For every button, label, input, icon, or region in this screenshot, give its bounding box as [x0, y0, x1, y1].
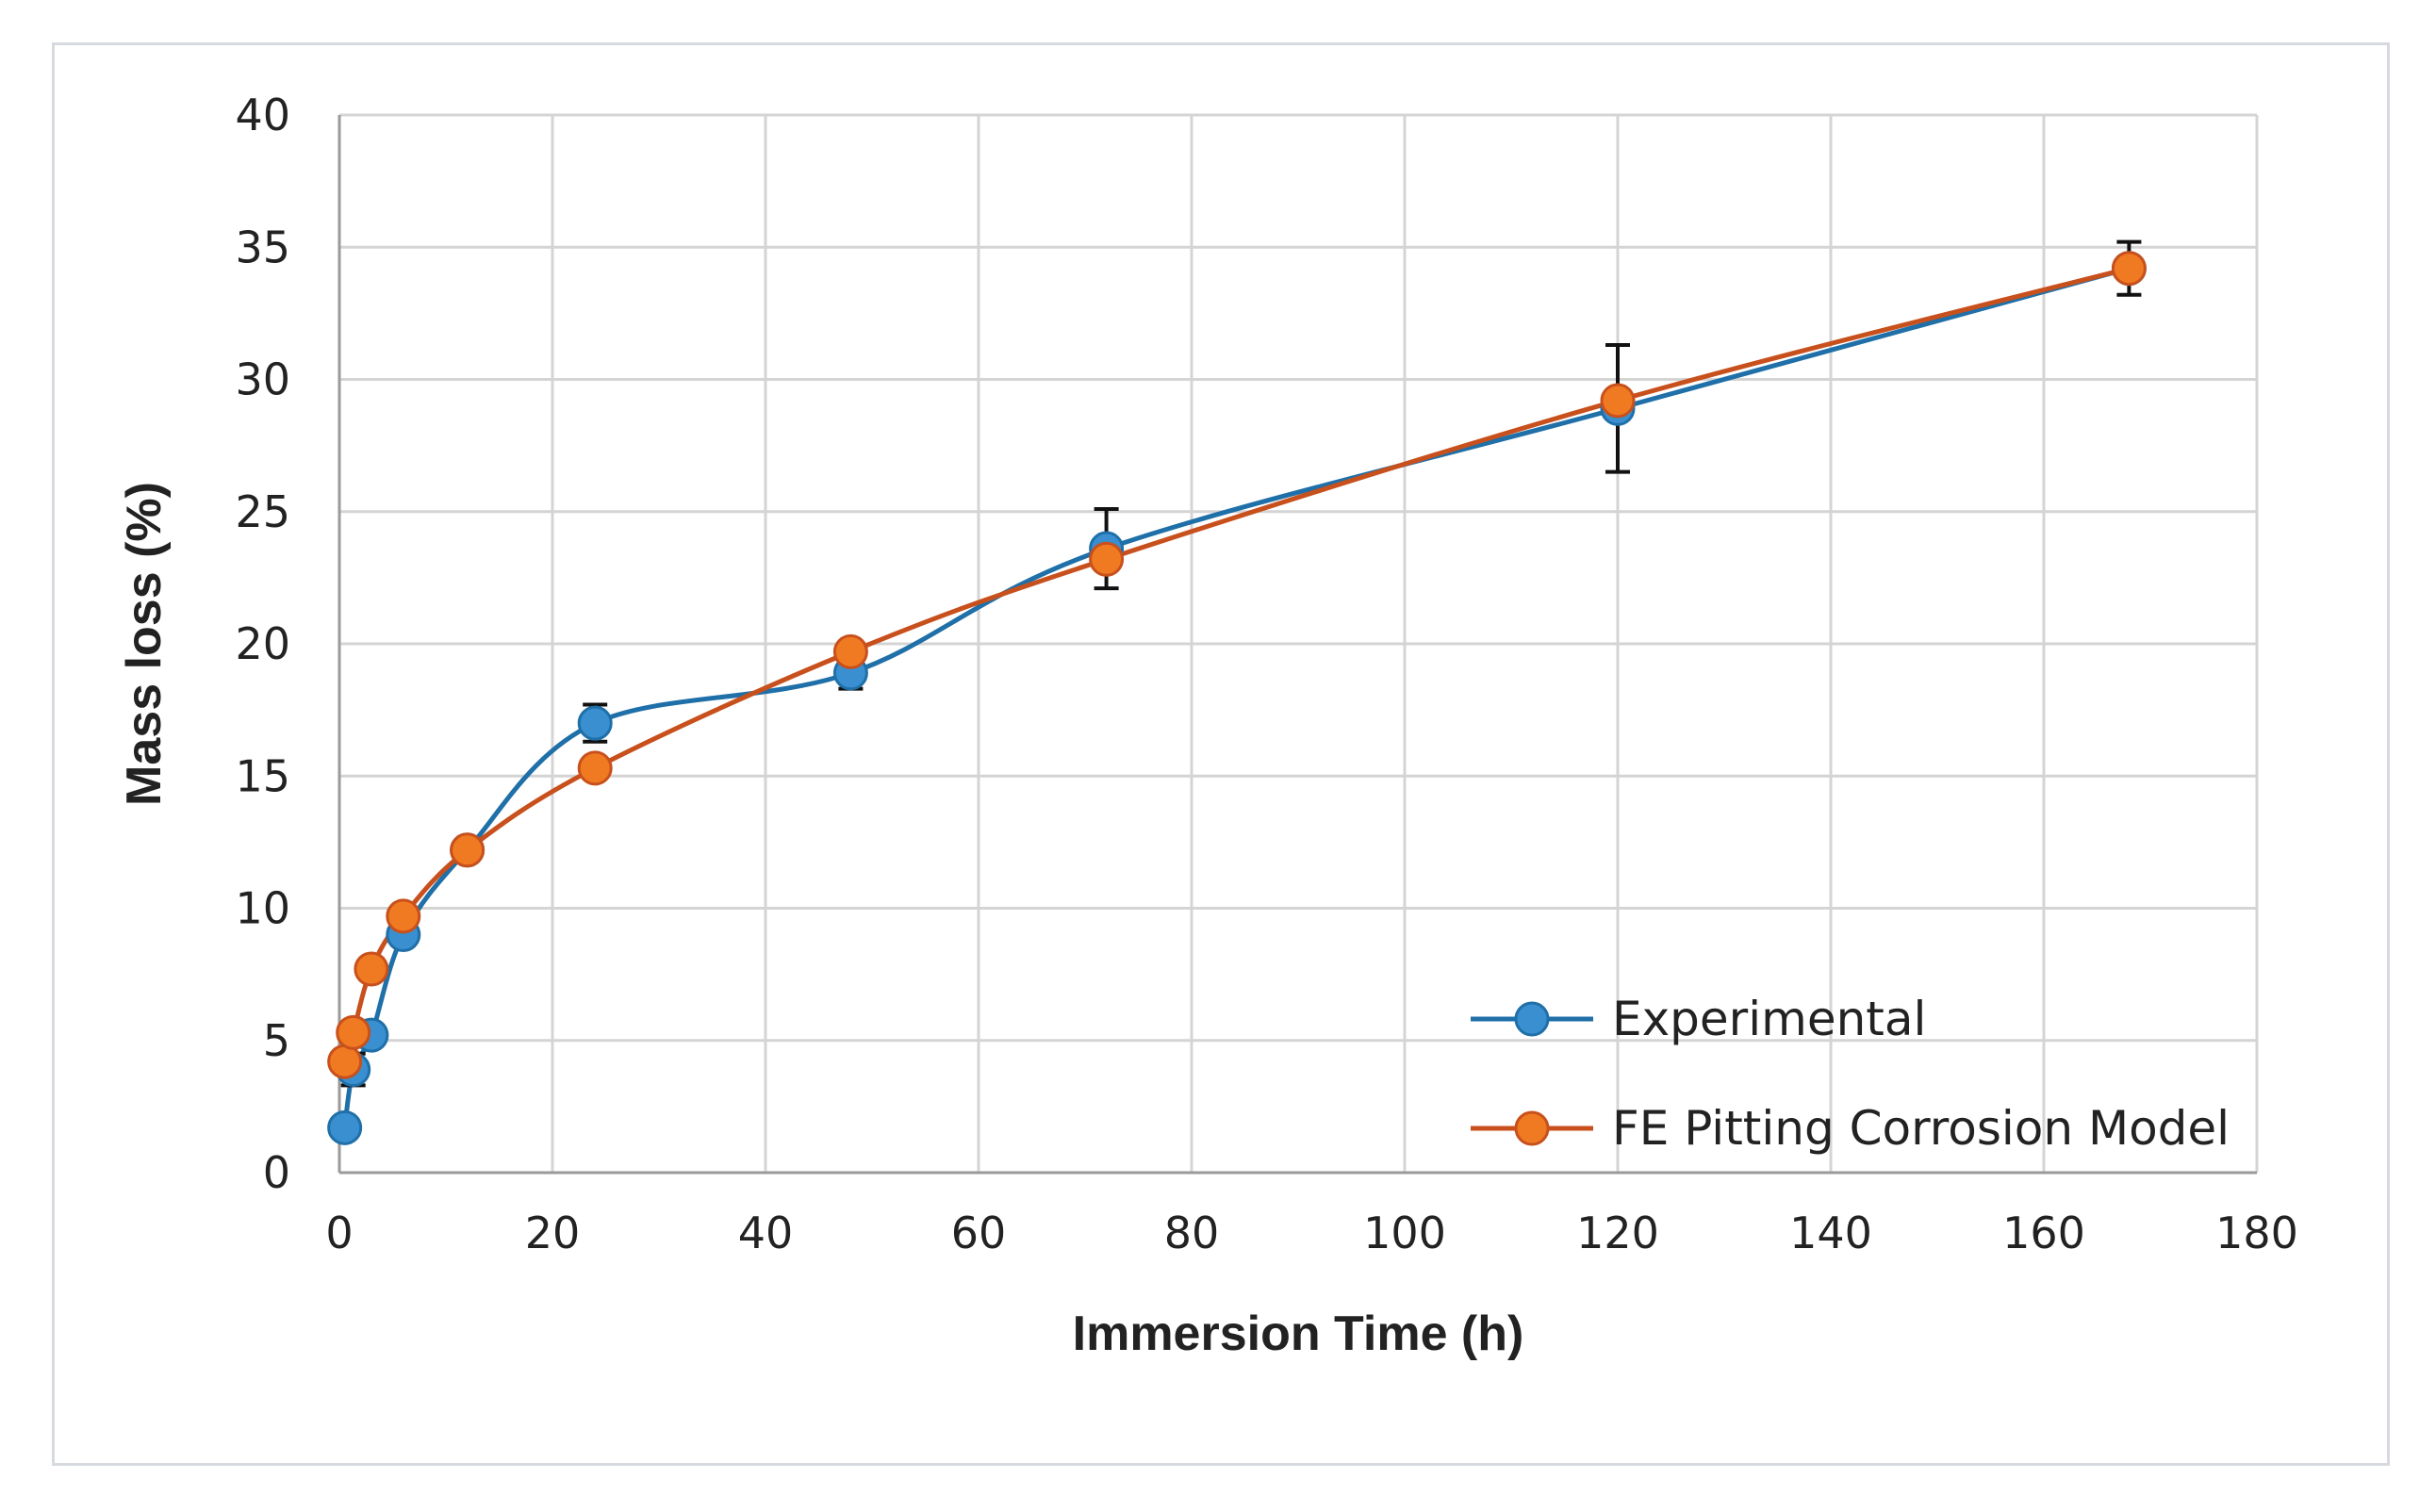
data-point — [327, 1044, 363, 1079]
y-tick-label: 40 — [235, 90, 290, 140]
y-axis-title: Mass loss (%) — [117, 482, 172, 806]
x-tick-label: 120 — [1576, 1208, 1659, 1258]
data-point — [577, 705, 613, 741]
x-tick-label: 180 — [2215, 1208, 2298, 1258]
legend-label: FE Pitting Corrosion Model — [1612, 1101, 2230, 1156]
tick-labels: 0 5 10 15 20 25 30 35 40 0 20 40 60 80 100 120 140 160 180 — [235, 90, 2297, 1258]
mass-loss-chart: 0 5 10 15 20 25 30 35 40 0 20 40 60 80 100 120 140 160 180… — [117, 90, 2298, 1361]
series-line — [342, 266, 2131, 1062]
series — [327, 239, 2147, 1145]
legend: Experimental FE Pitting Corrosion Model — [1471, 992, 2230, 1156]
y-tick-label: 10 — [235, 883, 290, 934]
grid — [337, 113, 2259, 1175]
x-tick-label: 20 — [525, 1208, 581, 1258]
y-tick-label: 5 — [263, 1015, 290, 1066]
y-tick-label: 20 — [235, 618, 290, 669]
y-tick-label: 15 — [235, 750, 290, 801]
data-point — [1089, 541, 1125, 577]
x-tick-label: 160 — [2002, 1208, 2085, 1258]
legend-label: Experimental — [1612, 992, 1926, 1046]
data-point — [450, 832, 486, 868]
y-tick-label: 0 — [263, 1147, 290, 1198]
y-tick-label: 25 — [235, 486, 290, 537]
data-point — [336, 1014, 371, 1050]
legend-marker — [1514, 1001, 1550, 1037]
data-point — [327, 1109, 363, 1145]
chart-frame: 0 5 10 15 20 25 30 35 40 0 20 40 60 80 100 120 140 160 180… — [52, 42, 2390, 1466]
data-point — [386, 898, 421, 934]
legend-marker — [1514, 1110, 1550, 1146]
y-tick-label: 30 — [235, 354, 290, 405]
data-point — [832, 633, 868, 669]
y-tick-label: 35 — [235, 222, 290, 272]
data-point — [354, 951, 389, 987]
x-tick-label: 60 — [951, 1208, 1007, 1258]
x-tick-label: 100 — [1363, 1208, 1446, 1258]
x-tick-label: 80 — [1164, 1208, 1220, 1258]
series-fe-model — [342, 266, 2131, 1062]
data-point — [1600, 383, 1636, 419]
x-tick-label: 0 — [325, 1208, 353, 1258]
x-tick-label: 140 — [1789, 1208, 1872, 1258]
data-point — [2111, 251, 2147, 287]
data-point — [577, 750, 613, 786]
x-axis-title: Immersion Time (h) — [1073, 1307, 1524, 1361]
x-tick-label: 40 — [738, 1208, 794, 1258]
